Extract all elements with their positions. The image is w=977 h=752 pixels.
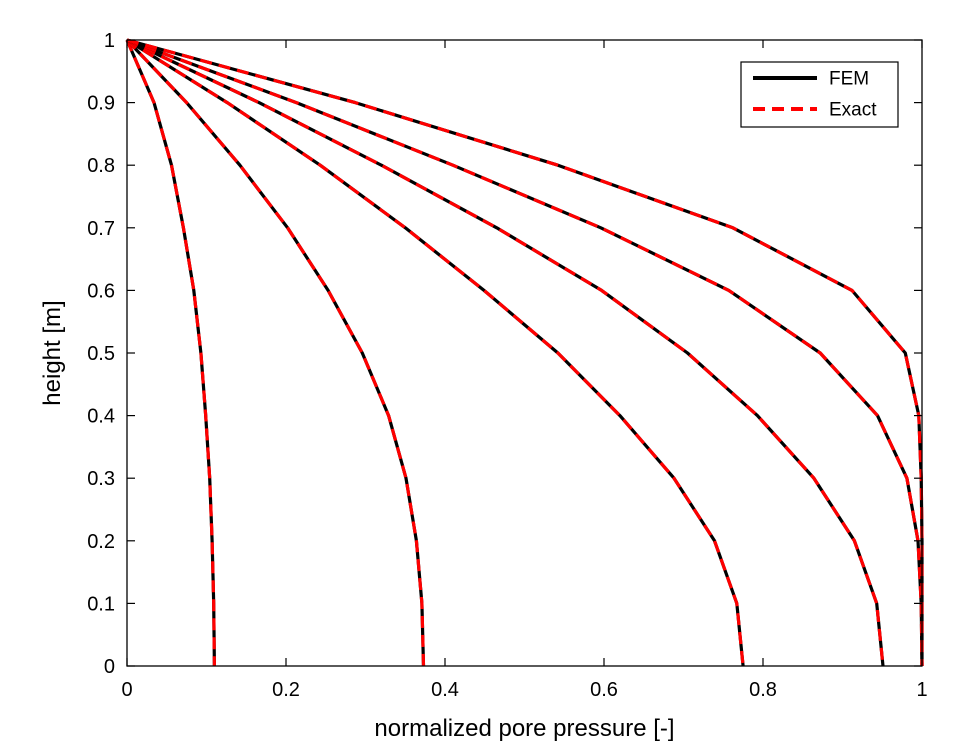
exact-curve-1 [125, 39, 216, 667]
y-tick-label: 0.2 [87, 531, 115, 553]
y-tick-label: 0.9 [87, 93, 115, 115]
y-tick-label: 0.8 [87, 155, 115, 177]
y-tick-label: 0 [104, 656, 115, 678]
y-tick-label: 0.5 [87, 343, 115, 365]
y-tick-label: 0.3 [87, 468, 115, 490]
y-axis-ticks: 0 0.1 0.2 0.3 0.4 0.5 0.6 0.7 0.8 0.9 1 [87, 30, 922, 678]
y-tick-label: 0.1 [87, 593, 115, 615]
x-tick-label: 0.8 [749, 679, 777, 701]
x-tick-label: 0 [121, 679, 132, 701]
x-axis-ticks: 0 0.2 0.4 0.6 0.8 1 [121, 40, 928, 701]
plot-area [127, 40, 922, 666]
y-tick-label: 0.4 [87, 406, 115, 428]
x-tick-label: 0.2 [272, 679, 300, 701]
exact-curve-5 [126, 38, 924, 667]
legend-label-fem: FEM [829, 69, 869, 90]
y-tick-label: 1 [104, 30, 115, 52]
legend-box [740, 61, 899, 128]
legend-label-exact: Exact [829, 100, 877, 121]
y-axis-label: height [m] [39, 300, 66, 405]
exact-curve-4 [126, 38, 885, 667]
exact-curve-2 [125, 38, 426, 667]
x-tick-label: 0.4 [431, 679, 459, 701]
x-axis-label: normalized pore pressure [-] [374, 715, 674, 742]
legend: FEM Exact [740, 61, 899, 128]
x-tick-label: 1 [916, 679, 927, 701]
y-tick-label: 0.6 [87, 280, 115, 302]
x-tick-label: 0.6 [590, 679, 618, 701]
exact-curve-3 [126, 38, 745, 667]
curves-layer [125, 38, 924, 667]
y-tick-label: 0.7 [87, 218, 115, 240]
